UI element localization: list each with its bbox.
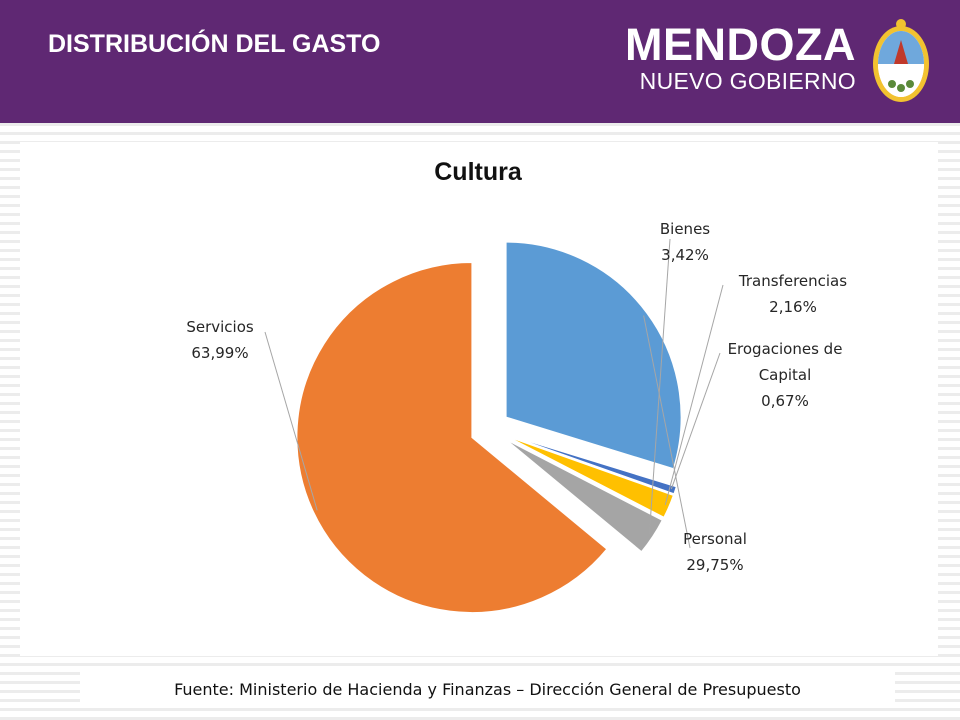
leader-line-erogaciones-de-capital [670, 352, 721, 490]
leader-line-servicios [264, 331, 318, 511]
header-bar: DISTRIBUCIÓN DEL GASTO MENDOZA NUEVO GOB… [0, 0, 960, 123]
source-note: Fuente: Ministerio de Hacienda y Finanza… [80, 672, 895, 706]
data-label-transferencias: Transferencias 2,16% [738, 272, 847, 316]
pie-slice-erogaciones-de-capital [508, 434, 677, 495]
source-text: Fuente: Ministerio de Hacienda y Finanza… [174, 679, 801, 699]
chart-panel: Cultura Personal 29,75% Erogaciones de Capi… [20, 142, 938, 656]
leader-line-personal [643, 315, 691, 549]
pie-slice-transferencias [508, 436, 674, 518]
data-label-servicios: Servicios 63,99% [186, 318, 254, 362]
brand-logo: MENDOZA NUEVO GOBIERNO [625, 19, 856, 95]
leader-line-bienes [648, 238, 671, 535]
leader-line-transferencias [664, 284, 724, 506]
pie-slice-personal [505, 241, 682, 470]
coat-of-arms-icon [873, 19, 929, 102]
chart-title: Cultura [434, 158, 523, 186]
brand-sub-text: NUEVO GOBIERNO [639, 68, 856, 94]
data-label-personal: Personal 29,75% [683, 530, 747, 574]
pie-chart: Cultura Personal 29,75% Erogaciones de Capi… [186, 158, 847, 614]
data-label-bienes: Bienes 3,42% [660, 220, 710, 264]
brand-main-text: MENDOZA [625, 19, 856, 70]
page-title: DISTRIBUCIÓN DEL GASTO [48, 30, 381, 58]
pie-slice-servicios [296, 262, 608, 614]
data-label-erogaciones-de-capital: Erogaciones de Capital 0,67% [728, 340, 843, 410]
pie-slice-bienes [506, 439, 663, 553]
